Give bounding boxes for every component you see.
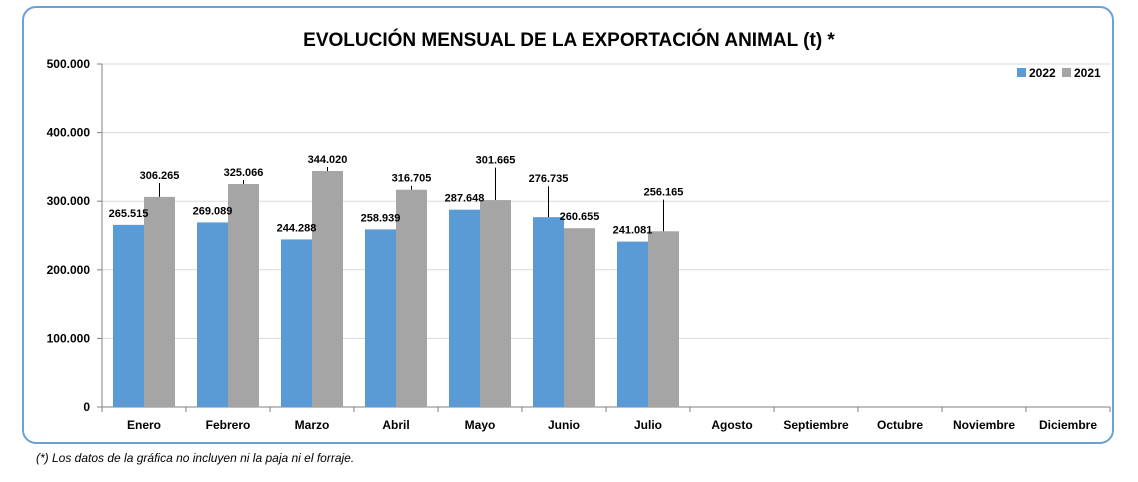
- chart-title: EVOLUCIÓN MENSUAL DE LA EXPORTACIÓN ANIM…: [303, 29, 835, 51]
- bar-2022: [281, 239, 312, 407]
- bar-2021: [312, 171, 343, 407]
- legend-label-2022: 2022: [1029, 66, 1056, 80]
- x-tick-label: Junio: [548, 418, 580, 432]
- bar-2022: [197, 222, 228, 407]
- legend-swatch-2021: [1062, 68, 1071, 77]
- x-tick-label: Octubre: [877, 418, 923, 432]
- x-tick-label: Marzo: [295, 418, 330, 432]
- data-label-2022: 258.939: [361, 212, 401, 224]
- data-label-2021: 344.020: [308, 154, 348, 166]
- y-tick-label: 0: [83, 400, 90, 414]
- y-tick-label: 100.000: [47, 331, 91, 345]
- legend: 2022 2021: [1017, 66, 1101, 80]
- data-label-2022: 287.648: [445, 193, 485, 205]
- legend-label-2021: 2021: [1074, 66, 1101, 80]
- legend-swatch-2022: [1017, 68, 1026, 77]
- x-tick-label: Agosto: [711, 418, 752, 432]
- bar-2021: [648, 231, 679, 407]
- data-label-2022: 276.735: [529, 173, 569, 185]
- bar-2022: [113, 224, 144, 407]
- bar-2021: [480, 200, 511, 407]
- x-tick-label: Noviembre: [953, 418, 1015, 432]
- data-label-2022: 244.288: [277, 222, 317, 234]
- label-layer: 265.515 306.265 269.089 325.066 244.288 344.0…: [109, 154, 684, 237]
- x-tick-label: Abril: [382, 418, 409, 432]
- x-tick-label: Febrero: [206, 418, 251, 432]
- data-label-2022: 269.089: [193, 205, 233, 217]
- data-label-2022: 265.515: [109, 208, 149, 220]
- y-tick-label: 200.000: [47, 263, 91, 277]
- data-label-2021: 316.705: [392, 173, 432, 185]
- bar-2022: [533, 217, 564, 407]
- x-tick-label: Septiembre: [783, 418, 849, 432]
- bar-2021: [228, 184, 259, 407]
- x-tick-label: Enero: [127, 418, 161, 432]
- bar-2021: [396, 189, 427, 407]
- data-label-2021: 260.655: [560, 211, 600, 223]
- bar-2022: [365, 229, 396, 407]
- y-tick-label: 300.000: [47, 194, 91, 208]
- data-label-2021: 306.265: [140, 170, 180, 182]
- bar-2022: [449, 209, 480, 407]
- footnote: (*) Los datos de la gráfica no incluyen …: [36, 451, 355, 465]
- x-tick-label: Diciembre: [1039, 418, 1097, 432]
- x-tick-label: Mayo: [465, 418, 496, 432]
- bar-layer: [113, 171, 679, 407]
- grid-layer: [102, 63, 1110, 339]
- y-tick-label: 400.000: [47, 126, 91, 140]
- data-label-2021: 301.665: [476, 155, 516, 167]
- axis-layer: 0 100.000 200.000 300.000 400.000 500.000 Ener…: [47, 57, 1111, 432]
- y-tick-label: 500.000: [47, 57, 91, 71]
- bar-chart: EVOLUCIÓN MENSUAL DE LA EXPORTACIÓN ANIM…: [47, 29, 1111, 432]
- data-label-2021: 256.165: [644, 187, 684, 199]
- data-label-2021: 325.066: [224, 167, 264, 179]
- data-label-2022: 241.081: [613, 225, 653, 237]
- bar-2021: [144, 196, 175, 407]
- bar-2021: [564, 228, 595, 407]
- x-tick-label: Julio: [634, 418, 662, 432]
- bar-2022: [617, 241, 648, 407]
